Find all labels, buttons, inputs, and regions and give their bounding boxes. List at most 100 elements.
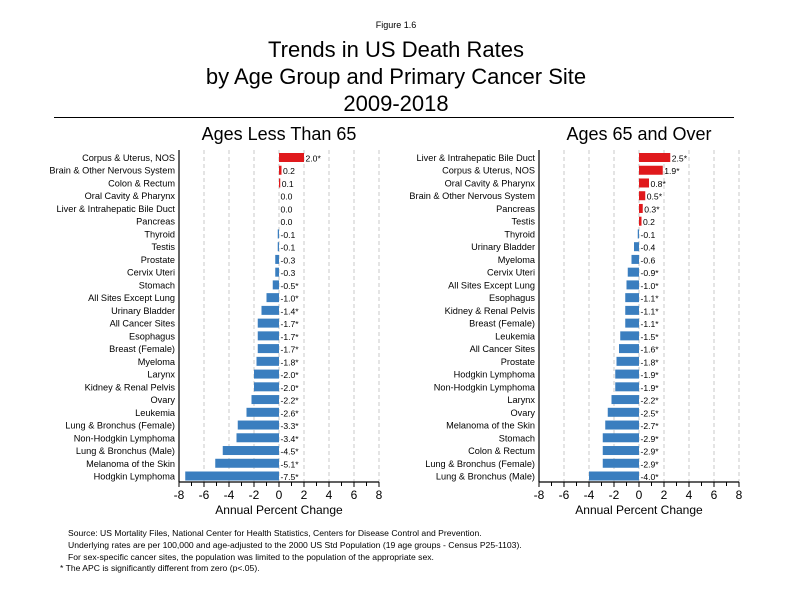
right-category-label: Hodgkin Lymphoma [454, 370, 536, 380]
right-category-label: Corpus & Uterus, NOS [442, 166, 535, 176]
right-bar [639, 216, 642, 226]
left-data-label: 0.0 [281, 192, 293, 202]
left-category-label: Hodgkin Lymphoma [94, 472, 176, 482]
left-category-label: Colon & Rectum [108, 178, 175, 188]
right-x-tick-label: 4 [686, 488, 693, 502]
right-data-label: -2.2* [641, 396, 660, 406]
right-category-label: Urinary Bladder [471, 242, 535, 252]
left-category-label: Pancreas [136, 217, 175, 227]
right-data-label: 0.2 [643, 217, 655, 227]
right-category-label: Prostate [501, 357, 535, 367]
left-data-label: -0.5* [281, 281, 300, 291]
right-category-label: Melanoma of the Skin [446, 421, 535, 431]
left-bar [261, 305, 279, 315]
left-category-label: Stomach [139, 280, 175, 290]
right-x-tick-label: -8 [534, 488, 545, 502]
note-source: Source: US Mortality Files, National Cen… [68, 528, 482, 538]
left-x-tick-label: -2 [249, 488, 260, 502]
left-bar [257, 344, 279, 354]
left-bar [215, 458, 279, 468]
left-data-label: -1.7* [281, 345, 300, 355]
right-data-label: -1.1* [641, 306, 660, 316]
right-category-label: Larynx [507, 395, 535, 405]
right-bar [611, 395, 639, 405]
left-category-label: Brain & Other Nervous System [49, 166, 175, 176]
left-bar [254, 369, 279, 379]
right-bar [626, 280, 639, 290]
left-category-label: Oral Cavity & Pharynx [85, 191, 176, 201]
left-bar [277, 229, 279, 239]
right-data-label: -1.9* [641, 370, 660, 380]
left-category-label: Lung & Bronchus (Female) [65, 421, 175, 431]
left-data-label: -4.5* [281, 447, 300, 457]
right-x-tick-label: 6 [711, 488, 718, 502]
footnotes: Source: US Mortality Files, National Cen… [60, 528, 522, 575]
chart-title: Trends in US Death Rates by Age Group an… [0, 36, 792, 117]
right-bar [639, 165, 663, 175]
right-x-tick-label: 0 [636, 488, 643, 502]
left-category-label: Non-Hodgkin Lymphoma [74, 433, 176, 443]
left-category-label: Leukemia [135, 408, 176, 418]
right-data-label: -2.7* [641, 421, 660, 431]
left-category-label: Cervix Uteri [127, 268, 175, 278]
left-bar [256, 356, 279, 366]
left-data-label: -7.5* [281, 472, 300, 482]
left-data-label: -1.7* [281, 332, 300, 342]
left-bar [279, 165, 282, 175]
right-bar [634, 242, 639, 252]
right-category-label: Esophagus [489, 293, 535, 303]
left-category-label: Kidney & Renal Pelvis [85, 382, 176, 392]
left-bar [275, 254, 279, 264]
left-bar [277, 242, 279, 252]
left-data-label: -0.1 [281, 230, 296, 240]
left-x-tick-label: -8 [174, 488, 185, 502]
note-significance: * The APC is significantly different fro… [60, 563, 260, 574]
left-data-label: -0.1 [281, 243, 296, 253]
right-bar [637, 229, 639, 239]
right-data-label: -1.6* [641, 345, 660, 355]
right-data-label: -0.6 [641, 255, 656, 265]
left-data-label: -5.1* [281, 459, 300, 469]
left-category-label: Myeloma [138, 357, 176, 367]
right-category-label: Lung & Bronchus (Female) [425, 459, 535, 469]
right-data-label: 2.5* [672, 154, 688, 164]
left-data-label: -1.0* [281, 294, 300, 304]
title-line-1: Trends in US Death Rates [268, 37, 524, 62]
note-sex-specific: For sex-specific cancer sites, the popul… [68, 551, 434, 562]
left-x-tick-label: -4 [224, 488, 235, 502]
left-category-label: Melanoma of the Skin [86, 459, 175, 469]
right-data-label: 0.8* [651, 179, 667, 189]
left-data-label: -3.4* [281, 434, 300, 444]
left-data-label: -3.3* [281, 421, 300, 431]
right-bar [625, 318, 639, 328]
left-bar [185, 471, 279, 481]
left-data-label: -0.3 [281, 268, 296, 278]
right-x-tick-label: -2 [609, 488, 620, 502]
left-x-tick-label: 4 [326, 488, 333, 502]
left-data-label: -2.0* [281, 370, 300, 380]
note-rates: Underlying rates are per 100,000 and age… [68, 539, 522, 550]
left-category-label: Prostate [141, 255, 175, 265]
right-x-tick-label: -6 [559, 488, 570, 502]
right-x-tick-label: -4 [584, 488, 595, 502]
title-line-3: 2009-2018 [343, 91, 449, 116]
left-x-tick-label: 8 [376, 488, 383, 502]
left-category-label: Esophagus [129, 331, 175, 341]
right-bar [589, 471, 639, 481]
right-bar [631, 254, 639, 264]
left-data-label: -2.6* [281, 408, 300, 418]
right-data-label: 0.3* [644, 204, 660, 214]
right-bar [619, 344, 639, 354]
left-data-label: 2.0* [306, 154, 322, 164]
right-data-label: -1.0* [641, 281, 660, 291]
right-data-label: -0.9* [641, 268, 660, 278]
left-bar [251, 395, 279, 405]
right-data-label: 0.5* [647, 192, 663, 202]
right-category-label: Myeloma [498, 255, 536, 265]
right-category-label: Liver & Intrahepatic Bile Duct [417, 153, 536, 163]
left-data-label: 0.0 [281, 217, 293, 227]
left-category-label: All Sites Except Lung [88, 293, 175, 303]
right-category-label: Testis [512, 217, 536, 227]
right-x-tick-label: 8 [736, 488, 743, 502]
